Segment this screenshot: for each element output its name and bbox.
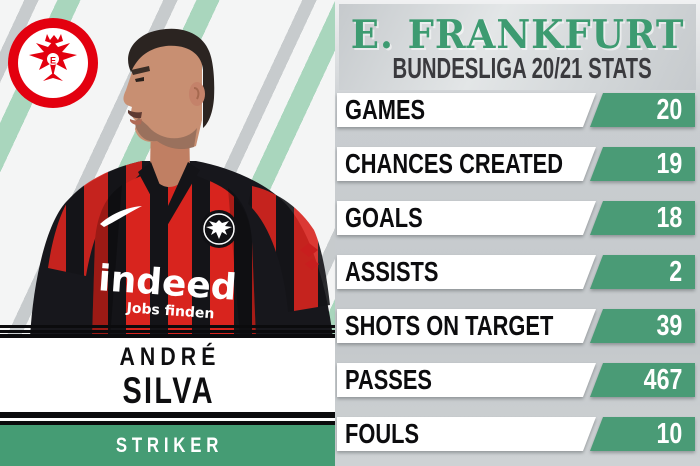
eintracht-chest-badge-icon <box>200 210 238 248</box>
stat-value-bar: 18 <box>590 201 695 235</box>
stat-label: FOULS <box>345 418 420 449</box>
svg-text:E: E <box>50 56 56 66</box>
stat-row: SHOTS ON TARGET 39 <box>337 309 698 343</box>
stat-label-bar: GOALS <box>337 201 596 235</box>
position-band: STRIKER <box>0 425 335 466</box>
mouth <box>128 110 142 119</box>
stat-value: 39 <box>656 309 682 342</box>
player-last-name: SILVA <box>122 370 215 411</box>
separator-bar <box>0 412 335 418</box>
player-name-band: ANDRÉ SILVA <box>0 338 335 412</box>
stat-label-bar: SHOTS ON TARGET <box>337 309 596 343</box>
stat-value-bar: 2 <box>590 255 695 289</box>
divider-lines <box>0 325 335 338</box>
stat-value-bar: 19 <box>590 147 695 181</box>
stats-header: E. FRANKFURT BUNDESLIGA 20/21 STATS <box>339 4 696 90</box>
stat-label-bar: FOULS <box>337 417 596 451</box>
stats-list: GAMES 20 CHANCES CREATED 19 GOALS 18 ASS… <box>335 0 700 466</box>
stat-label: GOALS <box>345 202 423 233</box>
club-subtitle: BUNDESLIGA 20/21 STATS <box>392 53 652 85</box>
stat-row: CHANCES CREATED 19 <box>337 147 698 181</box>
club-title: E. FRANKFURT <box>350 12 685 58</box>
stat-row: GOALS 18 <box>337 201 698 235</box>
svg-text:indeed: indeed <box>97 258 238 309</box>
stat-value: 20 <box>656 93 682 126</box>
stat-label: GAMES <box>345 94 426 125</box>
stat-row: ASSISTS 2 <box>337 255 698 289</box>
stat-value-bar: 467 <box>590 363 695 397</box>
shirt-collar <box>138 162 200 226</box>
stat-value: 19 <box>656 147 682 180</box>
svg-text:Jobs finden: Jobs finden <box>125 300 215 322</box>
eyebrow <box>131 66 150 75</box>
stat-row: PASSES 467 <box>337 363 698 397</box>
eye <box>135 77 144 82</box>
player-panel: indeed Jobs finden E <box>0 0 335 466</box>
stat-label: SHOTS ON TARGET <box>345 310 554 341</box>
stat-row: GAMES 20 <box>337 93 698 127</box>
stat-value-bar: 20 <box>590 93 695 127</box>
stat-value-bar: 10 <box>590 417 695 451</box>
player-photo: indeed Jobs finden E <box>0 0 335 338</box>
stat-value: 18 <box>656 201 682 234</box>
stat-label: ASSISTS <box>345 256 439 287</box>
stat-value: 2 <box>669 255 682 288</box>
sleeve-patch-icon <box>300 243 319 270</box>
stat-label-bar: CHANCES CREATED <box>337 147 596 181</box>
stat-value-bar: 39 <box>590 309 695 343</box>
stat-label-bar: GAMES <box>337 93 596 127</box>
shirt-sponsor: indeed Jobs finden <box>97 258 238 322</box>
stat-row: FOULS 10 <box>337 417 698 451</box>
nike-swoosh-icon <box>100 206 142 227</box>
separator-line <box>0 421 335 425</box>
stat-label-bar: ASSISTS <box>337 255 596 289</box>
ear <box>189 82 205 106</box>
stat-value: 467 <box>643 363 682 396</box>
player-position: STRIKER <box>116 433 224 457</box>
stat-label: CHANCES CREATED <box>345 148 564 179</box>
player-illustration: indeed Jobs finden <box>30 28 333 338</box>
stat-label: PASSES <box>345 364 432 395</box>
stat-value: 10 <box>656 417 682 450</box>
stat-label-bar: PASSES <box>337 363 596 397</box>
eintracht-crest-icon: E <box>8 18 98 108</box>
player-head <box>123 28 215 149</box>
stats-panel: E. FRANKFURT BUNDESLIGA 20/21 STATS GAME… <box>335 0 700 466</box>
player-first-name: ANDRÉ <box>119 343 221 371</box>
